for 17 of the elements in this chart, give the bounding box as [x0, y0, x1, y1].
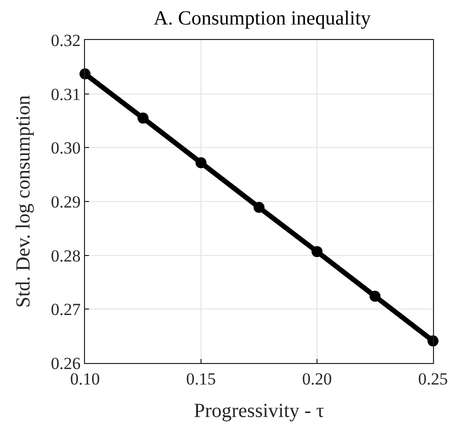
x-tick-label: 0.25 [418, 369, 448, 388]
x-tick-label: 0.15 [186, 369, 216, 388]
point [312, 246, 322, 258]
point [196, 157, 206, 168]
y-tick-label: 0.30 [50, 138, 81, 158]
x-tick-label: 0.20 [302, 369, 332, 388]
x-axis-title: Progressivity - τ [194, 400, 324, 422]
y-tick-label: 0.28 [50, 246, 81, 266]
y-tick-label: 0.29 [50, 192, 81, 212]
y-axis-title: Std. Dev. log consumption [12, 95, 34, 308]
y-tick-label: 0.31 [50, 84, 81, 104]
point [370, 290, 380, 302]
y-tick-label: 0.27 [50, 300, 82, 320]
chart-title: A. Consumption inequality [154, 8, 371, 30]
point [138, 112, 148, 124]
point [254, 202, 264, 213]
y-tick-label: 0.32 [50, 30, 81, 50]
